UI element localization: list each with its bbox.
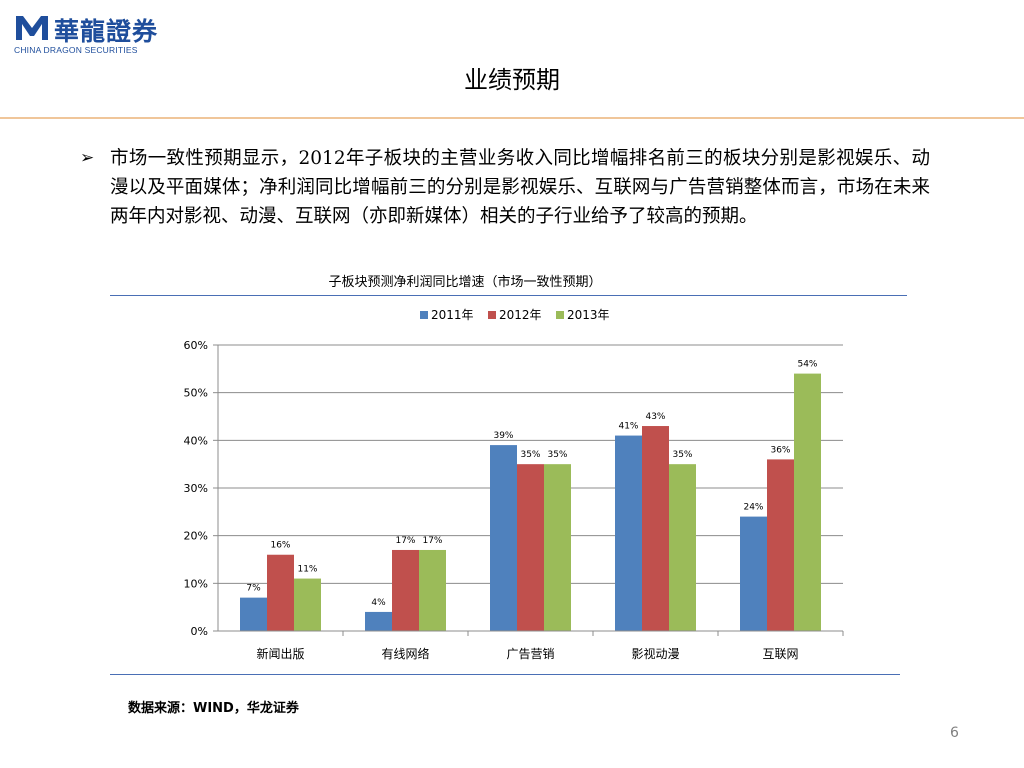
slide-title: 业绩预期	[464, 66, 560, 94]
bar	[615, 435, 642, 631]
data-label: 17%	[395, 536, 415, 546]
data-label: 35%	[520, 450, 540, 460]
bar	[740, 516, 767, 631]
data-label: 36%	[770, 445, 790, 455]
data-source-note: 数据来源：WIND，华龙证券	[128, 701, 299, 716]
page-number: 6	[950, 725, 959, 741]
legend-label: 2012年	[499, 308, 542, 322]
x-tick-label: 新闻出版	[256, 646, 304, 661]
bar	[240, 597, 267, 631]
legend-swatch	[556, 311, 564, 319]
x-tick-label: 有线网络	[381, 646, 429, 661]
data-label: 17%	[422, 536, 442, 546]
data-label: 16%	[270, 541, 290, 551]
bar	[517, 464, 544, 631]
legend-label: 2011年	[431, 308, 474, 322]
y-tick-label: 60%	[184, 339, 208, 352]
body-paragraph: 市场一致性预期显示，2012年子板块的主营业务收入同比增幅排名前三的板块分别是影…	[110, 148, 930, 227]
y-tick-label: 40%	[184, 434, 208, 447]
dragon-logo-icon	[16, 16, 48, 40]
chart-title: 子板块预测净利润同比增速（市场一致性预期）	[328, 275, 602, 290]
chart-top-rule	[110, 295, 907, 296]
bar	[419, 549, 446, 631]
legend-swatch	[420, 311, 428, 319]
logo-chinese-text: 華龍證券	[54, 17, 159, 46]
y-tick-label: 50%	[184, 387, 208, 400]
bar	[794, 373, 821, 631]
company-logo: 華龍證券 CHINA DRAGON SECURITIES	[14, 12, 157, 60]
header-divider	[0, 117, 1024, 119]
data-label: 35%	[547, 450, 567, 460]
y-tick-label: 30%	[184, 482, 208, 495]
data-label: 7%	[246, 584, 261, 594]
bar	[392, 549, 419, 631]
bar	[767, 459, 794, 631]
chart-bottom-rule	[110, 674, 900, 675]
legend-label: 2013年	[567, 308, 610, 322]
data-label: 4%	[371, 598, 386, 608]
logo-english-text: CHINA DRAGON SECURITIES	[14, 45, 138, 55]
bar	[490, 445, 517, 631]
data-label: 41%	[618, 422, 638, 432]
data-label: 35%	[672, 450, 692, 460]
bar	[642, 426, 669, 631]
data-label: 24%	[743, 503, 763, 513]
bar	[294, 578, 321, 631]
x-tick-label: 影视动漫	[631, 646, 679, 661]
bullet-arrow-icon: ➢	[80, 148, 95, 168]
bar	[669, 464, 696, 631]
legend-swatch	[488, 311, 496, 319]
bar	[267, 554, 294, 631]
x-tick-label: 互联网	[762, 647, 798, 661]
data-label: 39%	[493, 431, 513, 441]
bar	[365, 611, 392, 631]
data-label: 43%	[645, 412, 665, 422]
y-tick-label: 20%	[184, 530, 208, 543]
data-label: 11%	[297, 565, 317, 575]
y-tick-label: 0%	[191, 625, 208, 638]
x-tick-label: 广告营销	[506, 647, 554, 661]
bar	[544, 464, 571, 631]
y-tick-label: 10%	[184, 577, 208, 590]
data-label: 54%	[797, 360, 817, 370]
